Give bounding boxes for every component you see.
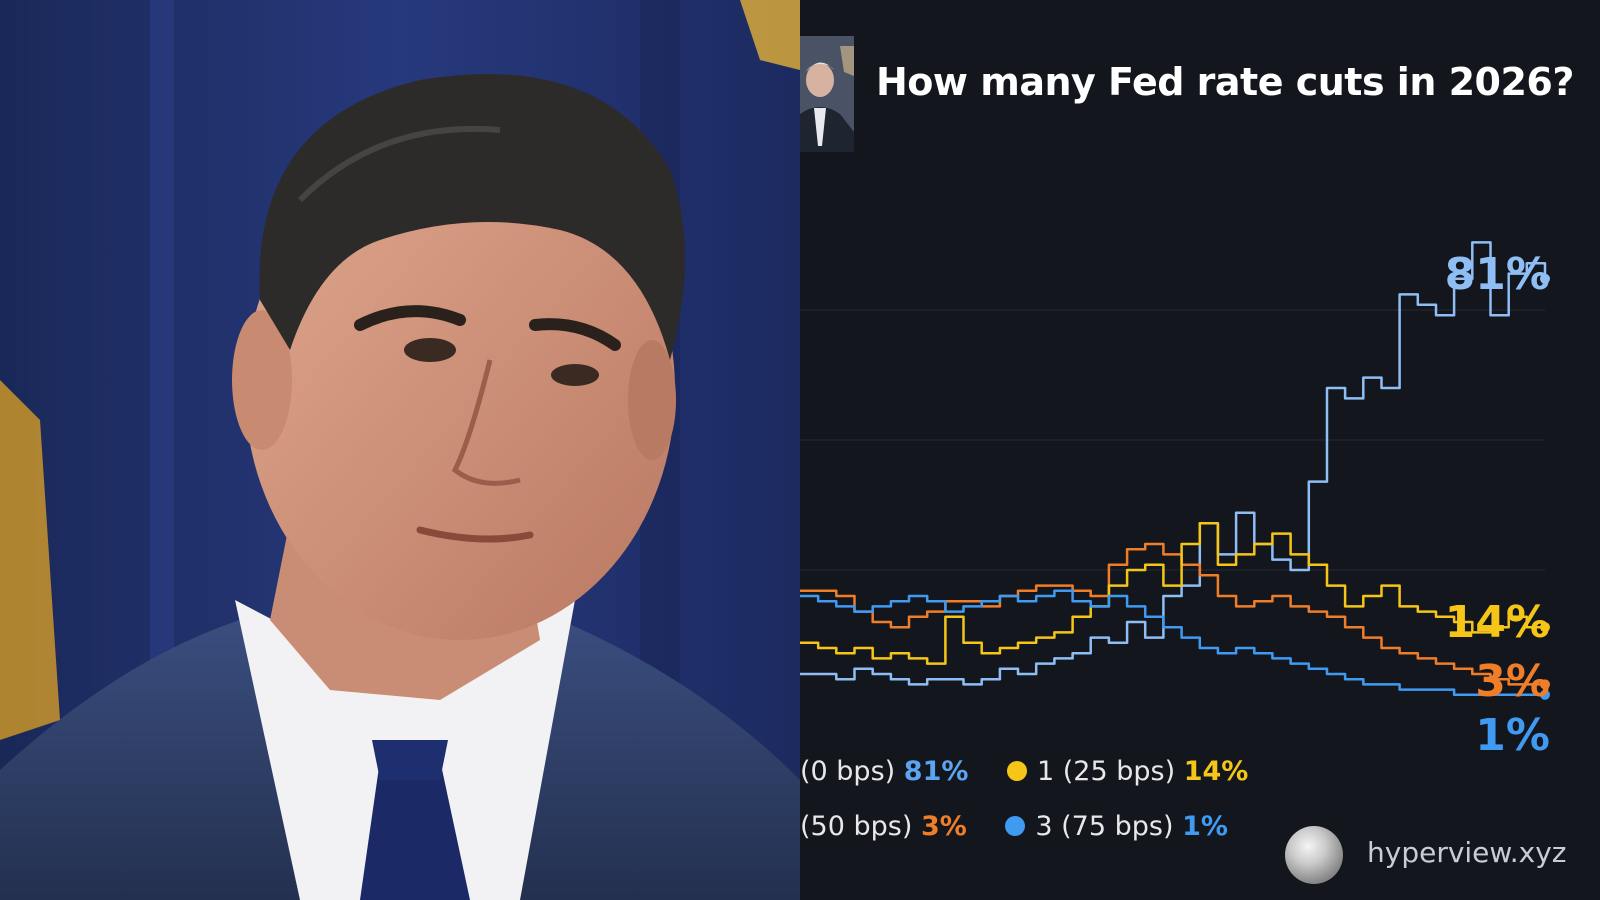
legend-label-75bps: 3 (75 bps) (1035, 811, 1174, 842)
series-end-point-3 (1540, 689, 1550, 700)
series-line-0 (800, 241, 1547, 686)
series-line-1 (800, 521, 1545, 665)
legend-label-0bps: (0 bps) (800, 756, 896, 787)
watermark-text: hyperview.xyz (1367, 836, 1567, 869)
series-line-2 (800, 542, 1545, 686)
legend-label-50bps: (50 bps) (800, 811, 913, 842)
series-line-3 (800, 589, 1545, 697)
series-end-point-0 (1540, 273, 1550, 284)
series-end-point-1 (1540, 622, 1550, 633)
legend-value-0bps: 81% (903, 756, 969, 787)
series-end-point-2 (1540, 679, 1550, 690)
chart-title: How many Fed rate cuts in 2026? (876, 60, 1574, 104)
end-label-50bps: 3% (1475, 656, 1550, 708)
legend-row-1: (0 bps) 81% 1 (25 bps) 14% (800, 756, 1248, 787)
chart-panel: How many Fed rate cuts in 2026? 81% 14% … (800, 0, 1600, 900)
speaker-thumbnail (800, 36, 854, 152)
legend-value-50bps: 3% (920, 811, 967, 842)
legend-value-75bps: 1% (1182, 811, 1228, 842)
legend-dot-25bps (1007, 760, 1028, 781)
hyperview-logo-icon (1285, 826, 1343, 884)
end-label-0bps: 81% (1444, 248, 1550, 300)
end-label-25bps: 14% (1444, 597, 1550, 649)
line-chart (800, 241, 1550, 700)
portrait-photo (0, 0, 800, 900)
watermark: hyperview.xyz (1285, 826, 1585, 886)
legend-row-2: (50 bps) 3% 3 (75 bps) 1% (800, 811, 1228, 842)
portrait-illustration (0, 0, 800, 900)
legend-dot-75bps (1005, 815, 1026, 836)
legend-label-25bps: 1 (25 bps) (1037, 756, 1176, 787)
end-label-75bps: 1% (1475, 710, 1550, 762)
legend-value-25bps: 14% (1183, 756, 1249, 787)
